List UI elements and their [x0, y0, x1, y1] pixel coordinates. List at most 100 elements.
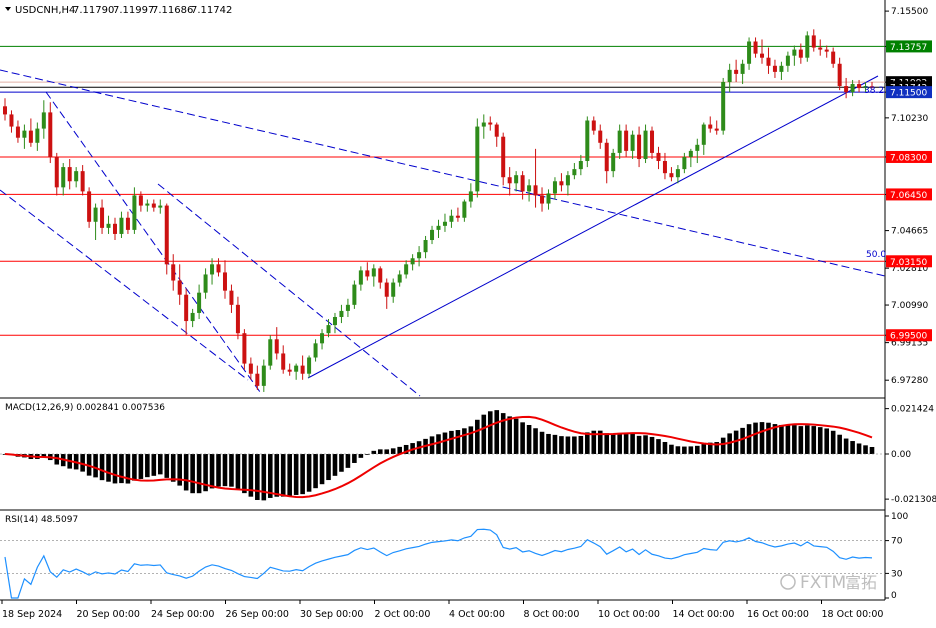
candle-body [870, 86, 874, 88]
candle-body [41, 112, 46, 129]
macd-tick-label: 0.00 [891, 450, 911, 460]
candle-body [688, 150, 693, 157]
macd-bar [513, 418, 519, 454]
candle-body [151, 203, 156, 208]
macd-bar [507, 416, 512, 454]
candle-body [514, 175, 519, 184]
collapse-arrow-icon[interactable] [5, 7, 11, 11]
candle-body [462, 201, 467, 218]
rsi-label: RSI(14) 48.5097 [5, 515, 78, 525]
candle-body [242, 333, 247, 364]
candle-body [798, 49, 803, 58]
candle-body [779, 65, 784, 72]
macd-bar [216, 454, 221, 487]
macd-bar [209, 454, 215, 489]
macd-bar [824, 428, 830, 454]
macd-bar [675, 446, 681, 454]
candle-body [766, 57, 771, 66]
macd-bar [455, 430, 461, 454]
macd-bar [319, 454, 325, 485]
time-tick-label: 4 Oct 00:00 [449, 609, 505, 620]
candle-body [585, 120, 590, 162]
candle-body [734, 69, 739, 74]
candle-body [831, 51, 836, 64]
fxtm-watermark: FXTM 富拓 [780, 573, 877, 593]
macd-bar [371, 450, 377, 454]
macd-bar [403, 444, 409, 454]
macd-bar [604, 433, 610, 454]
macd-bar [242, 454, 247, 494]
price-tag-label: 7.13757 [890, 43, 927, 53]
candle-body [611, 152, 616, 172]
candle-body [637, 134, 642, 159]
macd-bar [500, 413, 506, 454]
time-tick-label: 24 Sep 00:00 [151, 609, 214, 620]
candle-body [345, 304, 350, 311]
candle-body [112, 223, 117, 234]
rsi-tick-label: 100 [891, 512, 908, 522]
channel-upper-line [45, 91, 261, 393]
macd-bar [300, 454, 305, 495]
candle-body [598, 130, 603, 143]
candle-body [494, 124, 499, 137]
candle-body [132, 195, 137, 230]
rsi-tick-label: 0 [891, 591, 897, 601]
candle-body [54, 156, 59, 188]
candlestick-series [3, 29, 874, 392]
time-tick-label: 10 Oct 00:00 [598, 609, 660, 620]
ohlc-high: 7.11997 [113, 5, 154, 16]
price-tag-label: 7.06450 [890, 191, 927, 201]
macd-bar [830, 430, 836, 454]
candle-body [442, 221, 447, 226]
macd-bar [520, 422, 525, 454]
macd-bar [190, 454, 195, 494]
candle-body [384, 282, 389, 297]
candle-body [197, 292, 202, 313]
macd-bar [630, 433, 635, 454]
macd-bar [119, 454, 124, 484]
time-tick-label: 2 Oct 00:00 [375, 609, 431, 620]
candle-body [119, 217, 124, 234]
indicator-axes: 0.021424 0.00 -0.021308 100 70 30 0 [885, 405, 936, 601]
candle-body [423, 240, 428, 253]
candle-body [837, 63, 842, 87]
candle-body [268, 339, 273, 366]
ohlc-open: 7.11790 [73, 5, 114, 16]
macd-bar [442, 432, 448, 454]
candle-body [540, 195, 545, 204]
macd-bar [177, 454, 182, 486]
candle-body [811, 35, 816, 48]
macd-bar [863, 445, 868, 454]
candle-body [824, 49, 829, 52]
macd-bar [280, 454, 286, 497]
candle-body [15, 126, 20, 138]
time-tick-label: 30 Sep 00:00 [300, 609, 363, 620]
macd-bar [222, 454, 228, 487]
candle-body [222, 272, 227, 291]
candle-body [371, 268, 376, 277]
macd-bar [688, 446, 694, 454]
candle-body [365, 270, 370, 277]
price-tick-label: 7.04665 [891, 227, 928, 237]
rsi-tick-label: 30 [891, 569, 903, 579]
macd-bar [229, 454, 234, 487]
macd-bar [345, 454, 351, 468]
macd-bar [267, 454, 273, 498]
candle-body [248, 363, 253, 374]
candle-body [48, 112, 53, 157]
macd-bar [740, 427, 745, 454]
price-tag [886, 150, 932, 163]
macd-bar [837, 434, 842, 454]
price-tag-label: 6.99500 [890, 332, 927, 342]
price-tag [886, 40, 932, 53]
macd-tick-label: -0.021308 [891, 495, 936, 505]
candle-body [455, 215, 460, 218]
candle-body [844, 86, 849, 93]
candle-body [591, 120, 596, 131]
rsi-tick-label: 70 [891, 537, 903, 547]
candle-body [708, 124, 713, 129]
time-tick-label: 20 Sep 00:00 [77, 609, 140, 620]
candle-body [313, 343, 318, 358]
candle-body [287, 369, 292, 372]
